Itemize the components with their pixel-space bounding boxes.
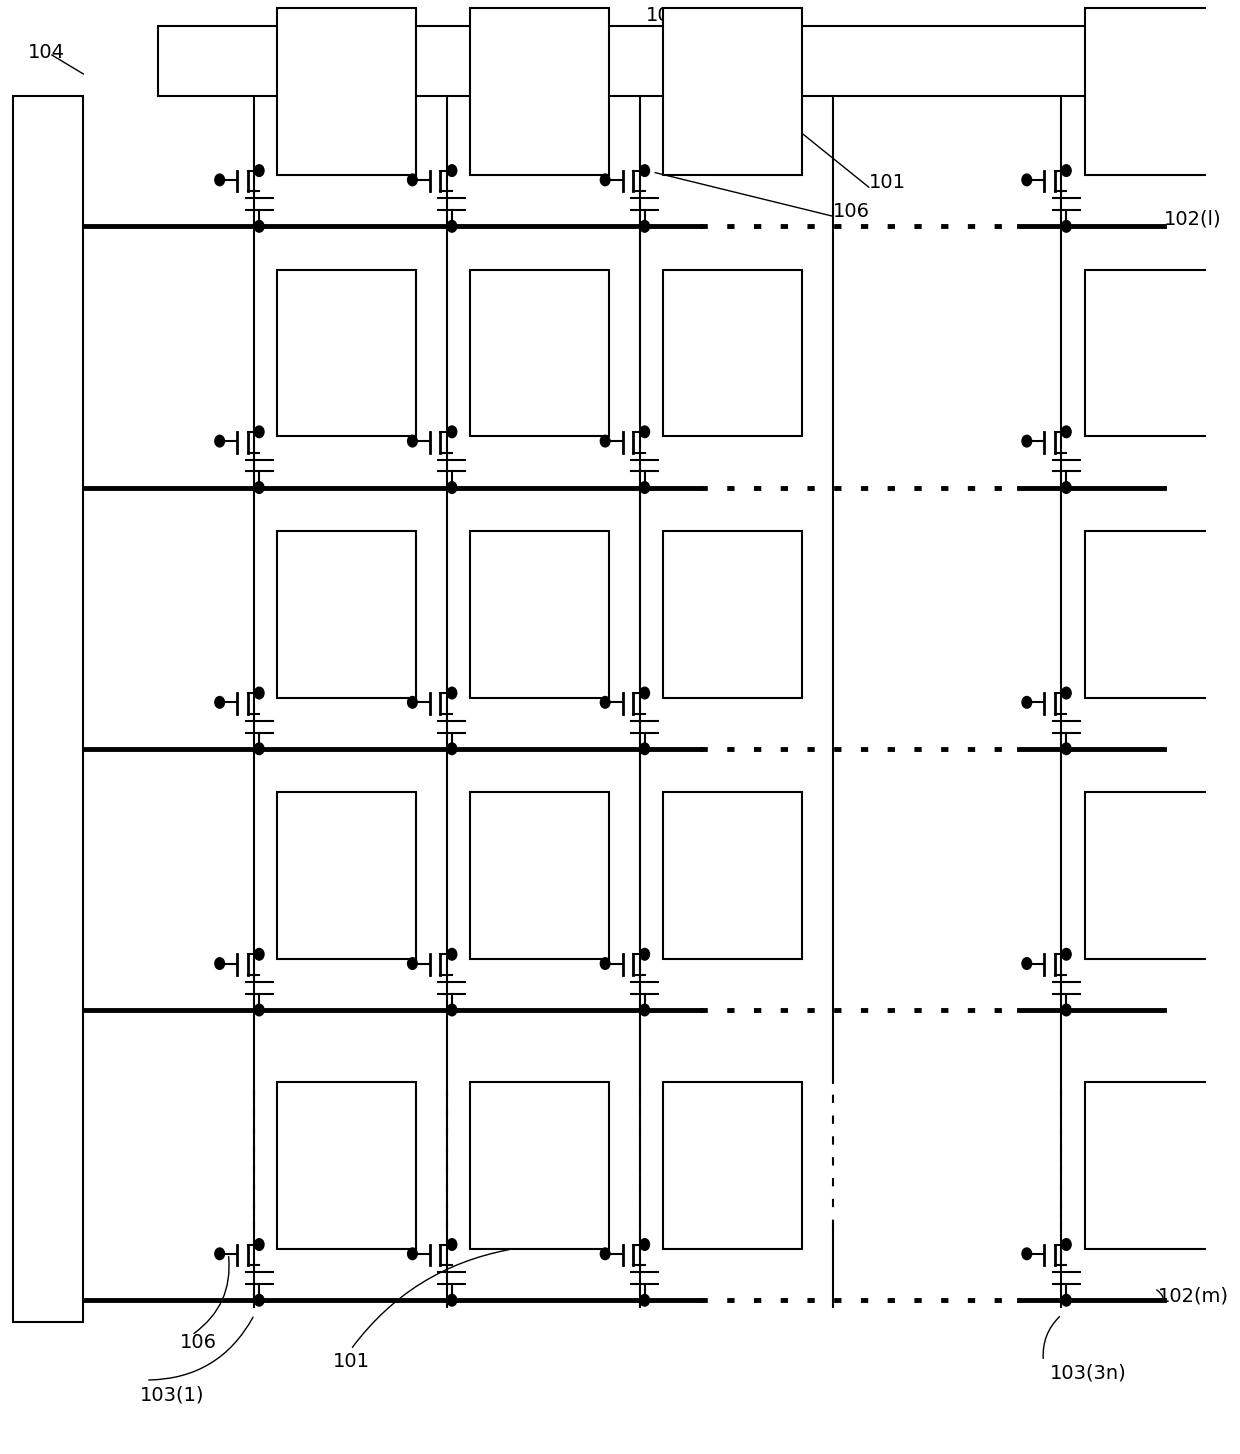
Circle shape bbox=[254, 1005, 264, 1016]
Circle shape bbox=[408, 435, 417, 446]
Circle shape bbox=[1022, 1248, 1032, 1259]
Circle shape bbox=[215, 435, 224, 446]
Circle shape bbox=[254, 948, 264, 960]
Bar bbox=[470, 9, 609, 176]
Bar bbox=[1085, 792, 1223, 958]
Circle shape bbox=[600, 958, 610, 970]
Circle shape bbox=[1061, 1005, 1071, 1016]
Circle shape bbox=[1061, 426, 1071, 438]
Text: 103(3n): 103(3n) bbox=[1049, 1364, 1126, 1383]
Circle shape bbox=[1061, 481, 1071, 493]
Bar bbox=[470, 792, 609, 958]
Circle shape bbox=[448, 481, 456, 493]
Circle shape bbox=[254, 164, 264, 176]
Circle shape bbox=[408, 174, 417, 186]
Text: 105: 105 bbox=[646, 6, 683, 25]
Text: 103(1): 103(1) bbox=[140, 1386, 205, 1405]
Bar bbox=[1085, 9, 1223, 176]
Circle shape bbox=[1022, 435, 1032, 446]
Circle shape bbox=[1022, 174, 1032, 186]
Bar bbox=[1085, 531, 1223, 698]
Bar bbox=[663, 792, 801, 958]
Circle shape bbox=[408, 696, 417, 708]
Bar bbox=[470, 269, 609, 436]
Bar bbox=[1085, 269, 1223, 436]
Circle shape bbox=[640, 426, 650, 438]
Circle shape bbox=[448, 948, 456, 960]
Bar bbox=[278, 531, 417, 698]
Circle shape bbox=[448, 1239, 456, 1250]
Text: 106: 106 bbox=[180, 1333, 217, 1352]
Text: 101: 101 bbox=[869, 173, 905, 192]
Circle shape bbox=[1061, 1239, 1071, 1250]
Circle shape bbox=[600, 435, 610, 446]
Bar bbox=[157, 26, 1164, 96]
Circle shape bbox=[408, 1248, 417, 1259]
Circle shape bbox=[1061, 743, 1071, 755]
Circle shape bbox=[448, 743, 456, 755]
Circle shape bbox=[640, 1239, 650, 1250]
Circle shape bbox=[600, 696, 610, 708]
Circle shape bbox=[254, 1239, 264, 1250]
Text: DATA DRIVER: DATA DRIVER bbox=[568, 47, 754, 76]
Circle shape bbox=[448, 1005, 456, 1016]
Text: 102(m): 102(m) bbox=[1158, 1287, 1229, 1306]
Circle shape bbox=[640, 743, 650, 755]
Bar bbox=[1085, 1082, 1223, 1249]
Circle shape bbox=[448, 1294, 456, 1306]
Circle shape bbox=[1061, 948, 1071, 960]
Text: 104: 104 bbox=[27, 42, 64, 61]
Circle shape bbox=[215, 174, 224, 186]
Circle shape bbox=[1061, 164, 1071, 176]
Text: 101: 101 bbox=[332, 1352, 370, 1371]
Circle shape bbox=[1061, 1294, 1071, 1306]
Circle shape bbox=[600, 174, 610, 186]
Bar bbox=[14, 96, 83, 1322]
Circle shape bbox=[1061, 688, 1071, 699]
Text: 102(l): 102(l) bbox=[1164, 209, 1221, 228]
Bar bbox=[278, 269, 417, 436]
Circle shape bbox=[640, 1005, 650, 1016]
Circle shape bbox=[254, 426, 264, 438]
Circle shape bbox=[1061, 221, 1071, 233]
Circle shape bbox=[600, 1248, 610, 1259]
Circle shape bbox=[640, 1294, 650, 1306]
Circle shape bbox=[254, 743, 264, 755]
Bar bbox=[663, 9, 801, 176]
Circle shape bbox=[640, 221, 650, 233]
Bar bbox=[470, 531, 609, 698]
Circle shape bbox=[640, 481, 650, 493]
Bar bbox=[278, 9, 417, 176]
Circle shape bbox=[215, 1248, 224, 1259]
Circle shape bbox=[640, 948, 650, 960]
Circle shape bbox=[640, 164, 650, 176]
Bar bbox=[278, 1082, 417, 1249]
Circle shape bbox=[1022, 958, 1032, 970]
Circle shape bbox=[1022, 696, 1032, 708]
Bar bbox=[470, 1082, 609, 1249]
Circle shape bbox=[254, 1294, 264, 1306]
Circle shape bbox=[448, 221, 456, 233]
Circle shape bbox=[254, 688, 264, 699]
Circle shape bbox=[448, 164, 456, 176]
Text: 106: 106 bbox=[832, 202, 869, 221]
Text: SCANNER DRIVER: SCANNER DRIVER bbox=[38, 622, 58, 795]
Circle shape bbox=[408, 958, 417, 970]
Bar bbox=[663, 531, 801, 698]
Circle shape bbox=[448, 688, 456, 699]
Circle shape bbox=[640, 688, 650, 699]
Bar bbox=[663, 1082, 801, 1249]
Circle shape bbox=[254, 481, 264, 493]
Circle shape bbox=[448, 426, 456, 438]
Circle shape bbox=[215, 696, 224, 708]
Bar bbox=[278, 792, 417, 958]
Circle shape bbox=[215, 958, 224, 970]
Circle shape bbox=[254, 221, 264, 233]
Bar bbox=[663, 269, 801, 436]
